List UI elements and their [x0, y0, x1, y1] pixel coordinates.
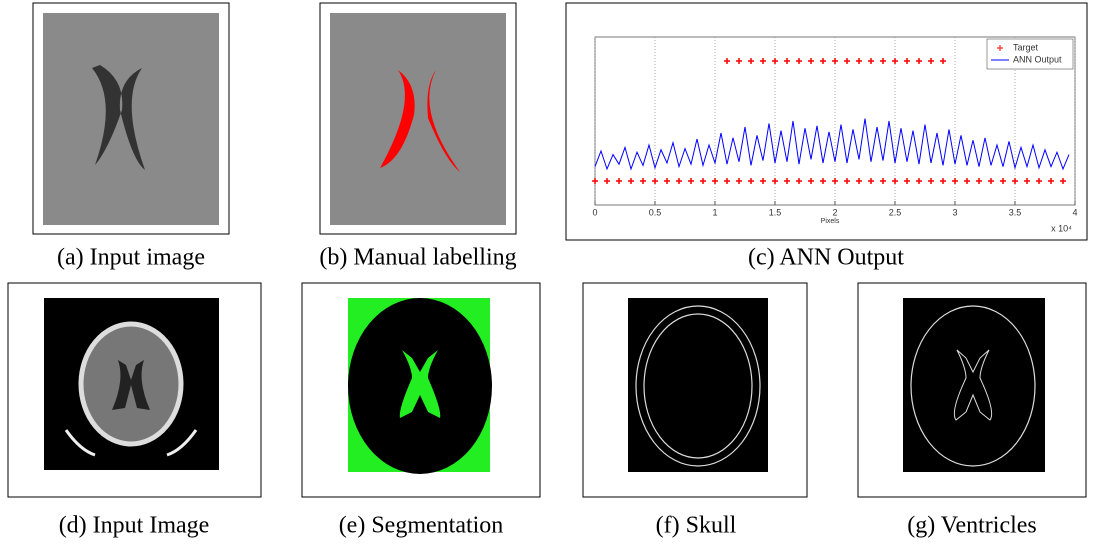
x-tick-label: 1.5 [769, 207, 782, 217]
x-axis-label: Pixels [821, 218, 840, 225]
x-tick-label: 2.5 [889, 207, 902, 217]
x-tick-label: 4 [1072, 207, 1077, 217]
figure: (a) Input image (b) Manual labelling (c)… [0, 0, 1094, 547]
edge-image [903, 298, 1045, 472]
caption: (e) Segmentation [339, 513, 504, 539]
caption: (f) Skull [656, 513, 737, 539]
x-tick-label: 1 [712, 207, 717, 217]
caption: (d) Input Image [59, 513, 210, 539]
x-tick-label: 0 [592, 207, 597, 217]
page: {"captions": ["(a) Input image", "(b) Ma… [0, 0, 1094, 547]
x-tick-label: 2 [832, 207, 837, 217]
x-tick-label: 3.5 [1009, 207, 1022, 217]
edge-image [628, 298, 768, 472]
caption: (g) Ventricles [907, 513, 1037, 539]
x-multiplier: x 10⁴ [1051, 223, 1072, 233]
x-tick-label: 0.5 [649, 207, 662, 217]
caption: (b) Manual labelling [319, 245, 516, 271]
legend-label: Target [1013, 42, 1039, 52]
caption: (a) Input image [57, 245, 205, 271]
ct-image [330, 13, 506, 225]
x-tick-label: 3 [952, 207, 957, 217]
legend-label: ANN Output [1013, 54, 1062, 64]
caption: (c) ANN Output [748, 245, 904, 271]
